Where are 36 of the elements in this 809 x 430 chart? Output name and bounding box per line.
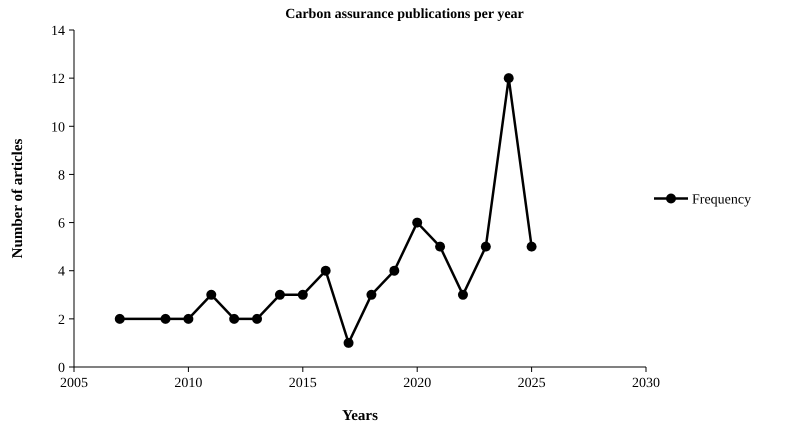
point [389, 266, 400, 276]
point [206, 290, 216, 300]
y-tick-label: 10 [51, 120, 65, 136]
y-axis-title: Number of articles [10, 138, 26, 258]
y-tick-label: 8 [58, 168, 65, 184]
point [504, 73, 514, 84]
y-tick-label: 2 [58, 312, 65, 328]
point [252, 314, 262, 324]
point [480, 242, 491, 252]
x-tick-label: 2030 [632, 376, 660, 391]
point [526, 242, 537, 252]
point [458, 290, 468, 300]
y-tick-label: 0 [58, 361, 65, 376]
point [320, 266, 331, 276]
y-tick-label: 6 [58, 216, 65, 232]
x-tick-label: 2015 [288, 376, 317, 391]
legend-label: Frequency [692, 192, 752, 208]
x-axis-title: Years [342, 408, 378, 424]
point [435, 242, 446, 252]
point [183, 314, 194, 324]
chart-title: Carbon assurance publications per year [285, 7, 524, 22]
y-tick-label: 14 [51, 24, 65, 39]
point [229, 314, 240, 324]
x-tick-label: 2025 [518, 376, 546, 391]
y-tick-label: 12 [51, 72, 65, 88]
x-tick-label: 2010 [174, 376, 202, 391]
x-tick-label: 2005 [60, 376, 88, 391]
point [114, 314, 125, 324]
point [344, 338, 354, 348]
x-tick-label: 2020 [403, 376, 432, 391]
point [366, 290, 376, 300]
point [298, 290, 308, 300]
point [412, 218, 422, 228]
point [274, 290, 285, 300]
point [160, 314, 171, 324]
y-tick-label: 4 [58, 264, 65, 280]
